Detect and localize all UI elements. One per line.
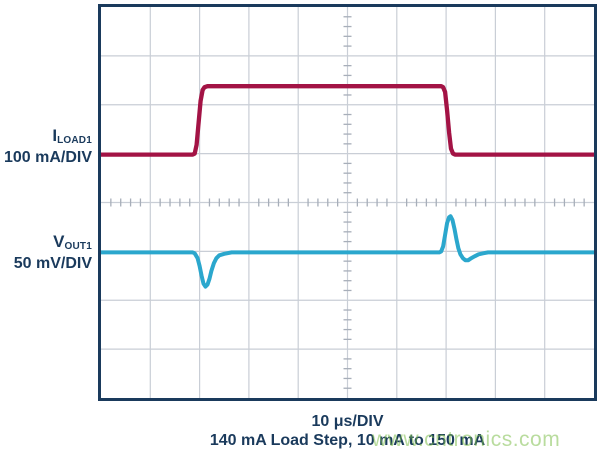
trace-vout1 bbox=[101, 214, 594, 289]
trace-iload1 bbox=[101, 84, 594, 157]
trace2-label: VOUT1 50 mV/DIV bbox=[0, 233, 92, 272]
scope-grid-and-traces bbox=[101, 7, 594, 398]
plot-area bbox=[98, 4, 597, 401]
trace1-name: ILOAD1 bbox=[52, 126, 92, 146]
trace1-scale: 100 mA/DIV bbox=[3, 149, 92, 166]
timebase-caption: 10 μs/DIV bbox=[311, 413, 384, 430]
trace1-label: ILOAD1 100 mA/DIV bbox=[0, 127, 92, 166]
description-caption: 140 mA Load Step, 10 mA to 150 mA bbox=[209, 432, 486, 449]
watermark: www.cntronics.com bbox=[372, 428, 561, 451]
trace2-name: VOUT1 bbox=[53, 232, 92, 252]
trace2-scale: 50 mV/DIV bbox=[13, 255, 92, 272]
